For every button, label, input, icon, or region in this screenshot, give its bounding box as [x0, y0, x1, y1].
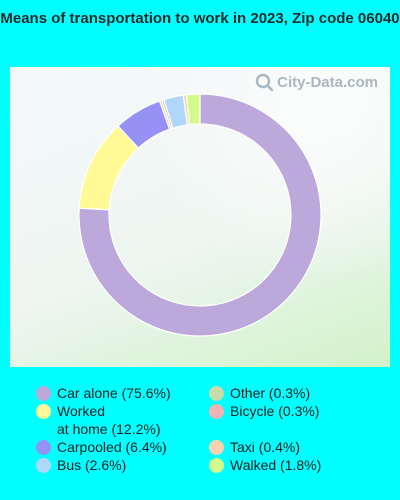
legend-swatch: [36, 386, 51, 401]
legend-label: Worked at home (12.2%): [57, 403, 161, 437]
legend-swatch: [209, 386, 224, 401]
legend-swatch: [209, 440, 224, 455]
watermark: City-Data.com: [255, 73, 378, 91]
slice-walked: [185, 93, 201, 126]
legend-item-bus: Bus (2.6%): [36, 456, 126, 474]
slice-car-alone: [78, 93, 322, 337]
legend-item-worked-at-home: Worked at home (12.2%): [36, 402, 161, 438]
plot-area: City-Data.com: [10, 67, 390, 367]
legend-label: Car alone (75.6%): [57, 385, 171, 401]
legend-swatch: [36, 440, 51, 455]
legend-label: Bus (2.6%): [57, 457, 127, 473]
legend: Car alone (75.6%) Worked at home (12.2%) C…: [0, 384, 400, 494]
legend-item-walked: Walked (1.8%): [209, 456, 321, 474]
legend-item-taxi: Taxi (0.4%): [209, 438, 300, 456]
legend-label: Taxi (0.4%): [230, 439, 301, 455]
legend-label: Walked (1.8%): [230, 457, 322, 473]
legend-swatch: [36, 458, 51, 473]
legend-item-bicycle: Bicycle (0.3%): [209, 402, 319, 420]
legend-label: Carpooled (6.4%): [57, 439, 167, 455]
legend-swatch: [209, 458, 224, 473]
watermark-text: City-Data.com: [277, 73, 378, 91]
legend-swatch: [209, 404, 224, 419]
chart-title: Means of transportation to work in 2023,…: [0, 10, 400, 27]
legend-label: Other (0.3%): [230, 385, 311, 401]
legend-swatch: [36, 404, 51, 419]
donut-chart: [78, 93, 322, 337]
magnifier-logo-icon: [255, 73, 274, 91]
legend-item-other: Other (0.3%): [209, 384, 310, 402]
legend-label: Bicycle (0.3%): [230, 403, 320, 419]
legend-item-carpooled: Carpooled (6.4%): [36, 438, 167, 456]
legend-item-car-alone: Car alone (75.6%): [36, 384, 171, 402]
